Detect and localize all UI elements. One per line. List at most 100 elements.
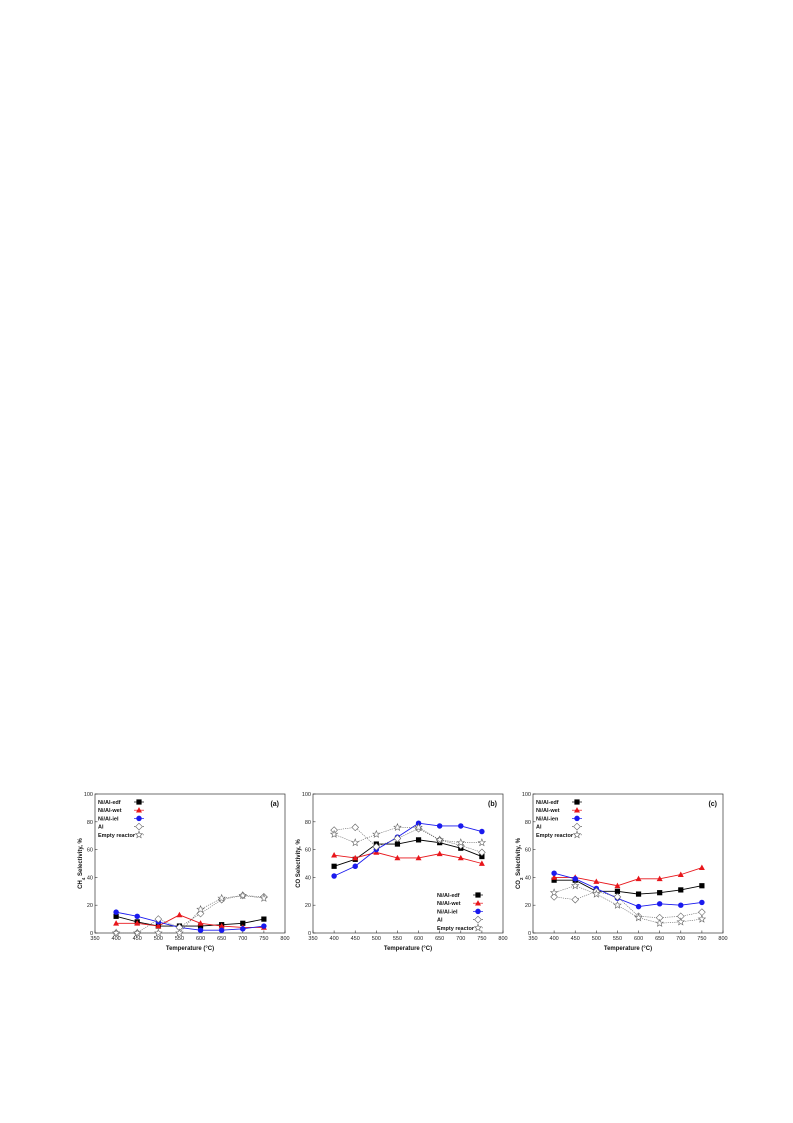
data-point bbox=[614, 888, 621, 894]
chart-c-svg: 350 400 450 500 550 600 650 700 750 800 0 20 40 60 80 1… bbox=[516, 792, 728, 952]
data-point bbox=[549, 888, 559, 897]
data-point bbox=[238, 890, 248, 900]
legend-label: Ni/Al-ieI bbox=[98, 816, 119, 822]
legend-marker bbox=[572, 830, 582, 839]
data-point bbox=[698, 864, 705, 871]
legend-marker bbox=[574, 799, 580, 805]
data-point bbox=[134, 913, 140, 920]
series-line bbox=[116, 914, 264, 928]
x-tick-label: 400 bbox=[550, 936, 559, 942]
series-line bbox=[333, 822, 483, 877]
data-point bbox=[197, 927, 204, 933]
data-point bbox=[656, 901, 663, 907]
series-line bbox=[554, 879, 702, 895]
data-point bbox=[678, 902, 684, 908]
y-tick-label: 80 bbox=[87, 820, 93, 826]
x-tick-label: 550 bbox=[613, 936, 622, 942]
data-point bbox=[261, 923, 267, 929]
data-point bbox=[217, 893, 226, 902]
legend-marker bbox=[475, 900, 481, 906]
legend-marker bbox=[574, 807, 580, 813]
y-tick-label: 100 bbox=[522, 792, 531, 798]
plot-frame bbox=[312, 793, 504, 934]
legend-label: Al bbox=[536, 825, 542, 831]
data-point bbox=[457, 854, 464, 861]
data-point bbox=[414, 822, 423, 831]
y-tick-label: 100 bbox=[84, 792, 93, 798]
legend-label: Ni/Al-ien bbox=[536, 816, 559, 822]
legend-label: Ni/Al-wet bbox=[536, 808, 560, 814]
x-tick-label: 700 bbox=[456, 936, 465, 942]
x-tick-label: 750 bbox=[259, 936, 268, 942]
x-tick-label: 550 bbox=[393, 936, 402, 942]
x-tick-label: 450 bbox=[351, 936, 360, 942]
panel-label: (a) bbox=[270, 801, 279, 808]
data-point bbox=[331, 873, 337, 879]
legend-label: Empty reactor bbox=[437, 926, 475, 932]
legend-label: Ni/Al-ieI bbox=[437, 909, 458, 915]
x-tick-label: 700 bbox=[238, 936, 247, 942]
legend-marker bbox=[136, 799, 142, 805]
x-tick-label: 600 bbox=[196, 936, 205, 942]
y-tick-label: 20 bbox=[525, 903, 531, 909]
data-point bbox=[350, 838, 360, 847]
series-line bbox=[334, 827, 482, 853]
data-point bbox=[677, 871, 684, 877]
legend-marker bbox=[573, 822, 581, 831]
legend-label: Ni/Al-wet bbox=[437, 901, 461, 907]
data-point bbox=[435, 835, 444, 844]
data-point bbox=[698, 908, 706, 916]
series-line bbox=[554, 867, 703, 887]
x-axis-title: Temperature (°C) bbox=[604, 946, 652, 952]
data-point bbox=[572, 876, 578, 882]
legend: Ni/Al-edf Ni/Al-wet Ni/Al-ien Al Empty react… bbox=[536, 799, 582, 839]
data-point bbox=[592, 889, 601, 898]
data-point bbox=[196, 904, 205, 913]
legend-marker bbox=[134, 830, 144, 839]
x-axis-title: Temperature (°C) bbox=[384, 946, 432, 952]
legend-marker bbox=[475, 892, 481, 898]
series-empty-reactor bbox=[111, 890, 269, 937]
data-point bbox=[113, 920, 120, 926]
legend-label: Ni/Al-edf bbox=[98, 800, 121, 806]
series-ni-al-wet bbox=[113, 911, 267, 930]
legend-marker bbox=[135, 822, 143, 831]
y-tick-label: 0 bbox=[90, 931, 93, 937]
x-tick-label: 400 bbox=[112, 936, 121, 942]
data-point bbox=[176, 911, 183, 918]
x-tick-label: 750 bbox=[697, 936, 706, 942]
data-point bbox=[614, 882, 621, 889]
data-point bbox=[154, 928, 163, 937]
data-point bbox=[132, 928, 142, 937]
series-line bbox=[115, 915, 264, 927]
data-point bbox=[393, 822, 402, 831]
data-point bbox=[394, 854, 401, 861]
data-point bbox=[372, 829, 381, 838]
data-point bbox=[479, 853, 485, 860]
data-point bbox=[634, 913, 643, 922]
y-tick-label: 20 bbox=[87, 903, 93, 909]
x-tick-label: 500 bbox=[154, 936, 163, 942]
y-tick-label: 80 bbox=[305, 820, 311, 826]
data-point bbox=[240, 920, 246, 926]
series-empty-reactor bbox=[329, 822, 487, 847]
data-point bbox=[699, 883, 705, 889]
data-point bbox=[697, 914, 707, 923]
data-point bbox=[456, 838, 466, 847]
y-tick-label: 40 bbox=[87, 875, 93, 881]
plot-frame bbox=[532, 793, 724, 934]
data-point bbox=[261, 916, 267, 922]
y-tick-label: 40 bbox=[525, 875, 531, 881]
x-tick-label: 650 bbox=[655, 936, 664, 942]
data-point bbox=[551, 870, 557, 876]
data-point bbox=[331, 863, 337, 869]
y-tick-label: 0 bbox=[528, 931, 531, 937]
data-point bbox=[352, 863, 358, 870]
x-tick-label: 350 bbox=[308, 936, 317, 942]
legend-label: Ni/Al-wet bbox=[98, 808, 122, 814]
x-tick-label: 350 bbox=[528, 936, 537, 942]
series-line bbox=[554, 890, 702, 919]
data-point bbox=[676, 917, 686, 926]
data-point bbox=[352, 854, 359, 861]
y-tick-label: 0 bbox=[308, 931, 311, 937]
